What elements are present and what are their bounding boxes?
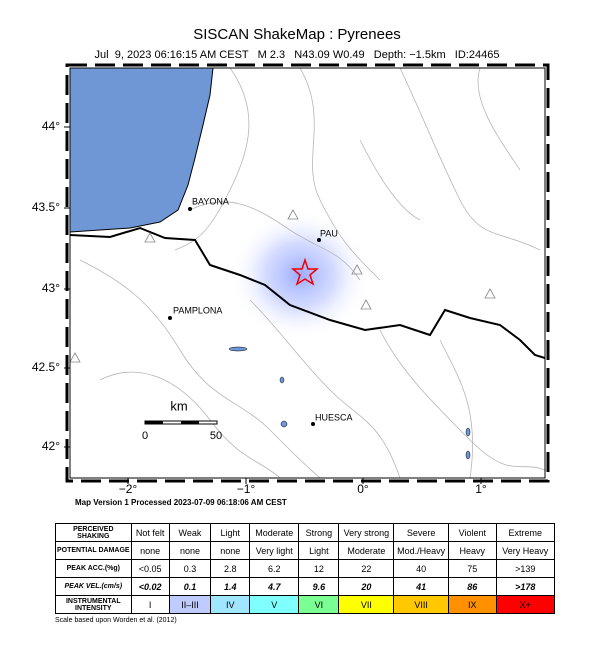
city-dot	[188, 207, 192, 211]
scale-bar: km 0 50	[142, 398, 222, 441]
cities: BAYONA PAU PAMPLONA HUESCA	[168, 196, 353, 426]
legend-cell: 6.2	[249, 559, 300, 578]
legend-cell: Heavy	[447, 541, 497, 560]
legend-cell: Light	[210, 523, 251, 542]
legend-cell: Extreme	[495, 523, 556, 542]
legend-row: INSTRUMENTAL INTENSITY I II–III IV V VI VII VII…	[55, 595, 556, 614]
legend-cell: Moderate	[338, 541, 395, 560]
legend-cell: 9.6	[298, 577, 340, 596]
longitude-label: 0°	[357, 482, 369, 496]
legend-row: PEAK ACC.(%g) <0.05 0.3 2.8 6.2 12 22 40 75 >139	[55, 559, 556, 578]
row-label: POTENTIAL DAMAGE	[55, 541, 132, 560]
latitude-label: 42°	[42, 439, 60, 453]
legend-cell: IV	[210, 595, 251, 614]
legend-cell: 86	[447, 577, 497, 596]
legend-cell: IX	[447, 595, 497, 614]
legend-cell: 75	[447, 559, 497, 578]
row-label: PEAK VEL.(cm/s)	[55, 577, 132, 596]
legend-cell: Violent	[447, 523, 497, 542]
legend-cell: X+	[495, 595, 556, 614]
map-frame-border	[65, 63, 550, 483]
city-label: HUESCA	[315, 412, 353, 422]
subtitle: Jul 9, 2023 06:16:15 AM CEST M 2.3 N43.0…	[95, 49, 500, 61]
version-note: Map Version 1 Processed 2023-07-09 06:18…	[75, 498, 287, 507]
row-label: PEAK ACC.(%g)	[55, 559, 132, 578]
city-label: PAU	[320, 228, 338, 238]
scale-unit: km	[170, 398, 187, 413]
legend-cell: VIII	[393, 595, 449, 614]
legend-cell: 0.3	[168, 559, 212, 578]
legend-cell: <0.02	[130, 577, 170, 596]
legend-cell: 0.1	[168, 577, 212, 596]
legend-cell: none	[130, 541, 170, 560]
city-dot	[168, 316, 172, 320]
scale-label: 0	[142, 430, 148, 442]
legend-cell: 12	[298, 559, 340, 578]
legend-cell: 22	[338, 559, 395, 578]
legend-cell: Mod./Heavy	[393, 541, 449, 560]
ocean	[70, 68, 214, 233]
legend-cell: II–III	[168, 595, 212, 614]
legend-cell: VII	[338, 595, 395, 614]
legend-cell: 4.7	[249, 577, 300, 596]
legend-cell: none	[210, 541, 251, 560]
footnote: Scale based upon Worden et al. (2012)	[55, 617, 177, 624]
title: SISCAN ShakeMap : Pyrenees	[193, 26, 401, 43]
lakes	[228, 346, 471, 460]
latitude-label: 44°	[42, 119, 60, 133]
rivers	[79, 68, 545, 478]
legend-cell: Light	[298, 541, 340, 560]
legend-cell: Strong	[298, 523, 340, 542]
legend-cell: 41	[393, 577, 449, 596]
longitude-label: 1°	[475, 482, 487, 496]
city-label: PAMPLONA	[173, 305, 222, 315]
row-label: INSTRUMENTAL INTENSITY	[55, 595, 132, 614]
longitude-label: −2°	[119, 482, 138, 496]
legend-cell: >178	[495, 577, 556, 596]
stations	[70, 209, 496, 363]
legend-cell: Moderate	[249, 523, 300, 542]
legend-cell: Very light	[249, 541, 300, 560]
legend-cell: none	[168, 541, 212, 560]
axes: 44° 43.5° 43° 42.5° 42° −2° −1° 0° 1°	[32, 119, 487, 496]
legend-cell: VI	[298, 595, 340, 614]
legend-cell: I	[130, 595, 170, 614]
legend-cell: 20	[338, 577, 395, 596]
legend-cell: >139	[495, 559, 556, 578]
latitude-label: 43.5°	[32, 200, 60, 214]
city-dot	[311, 422, 315, 426]
longitude-label: −1°	[237, 482, 256, 496]
latitude-label: 43°	[42, 281, 60, 295]
legend-cell: Weak	[168, 523, 212, 542]
legend-cell: Not felt	[130, 523, 170, 542]
legend-cell: 40	[393, 559, 449, 578]
legend-cell: 1.4	[210, 577, 251, 596]
legend-cell: <0.05	[130, 559, 170, 578]
legend-row: PEAK VEL.(cm/s) <0.02 0.1 1.4 4.7 9.6 20 41 86 >1…	[55, 577, 556, 596]
city-dot	[317, 238, 321, 242]
map-area: BAYONA PAU PAMPLONA HUESCA km 0 50	[70, 68, 545, 478]
map-frame	[69, 67, 546, 479]
border	[70, 226, 545, 359]
epicenter	[290, 257, 320, 286]
city-label: BAYONA	[192, 196, 229, 206]
legend-cell: Severe	[393, 523, 449, 542]
legend-cell: V	[249, 595, 300, 614]
row-label: PERCEIVED SHAKING	[55, 523, 132, 542]
legend-cell: Very strong	[338, 523, 395, 542]
legend-row: POTENTIAL DAMAGE none none none Very light Li…	[55, 541, 556, 560]
legend-row: PERCEIVED SHAKING Not felt Weak Light Modera…	[55, 523, 556, 542]
latitude-label: 42.5°	[32, 360, 60, 374]
intensity-legend: PERCEIVED SHAKING Not felt Weak Light Modera…	[55, 523, 556, 614]
legend-cell: Very Heavy	[495, 541, 556, 560]
legend-cell: 2.8	[210, 559, 251, 578]
scale-label: 50	[210, 430, 222, 442]
